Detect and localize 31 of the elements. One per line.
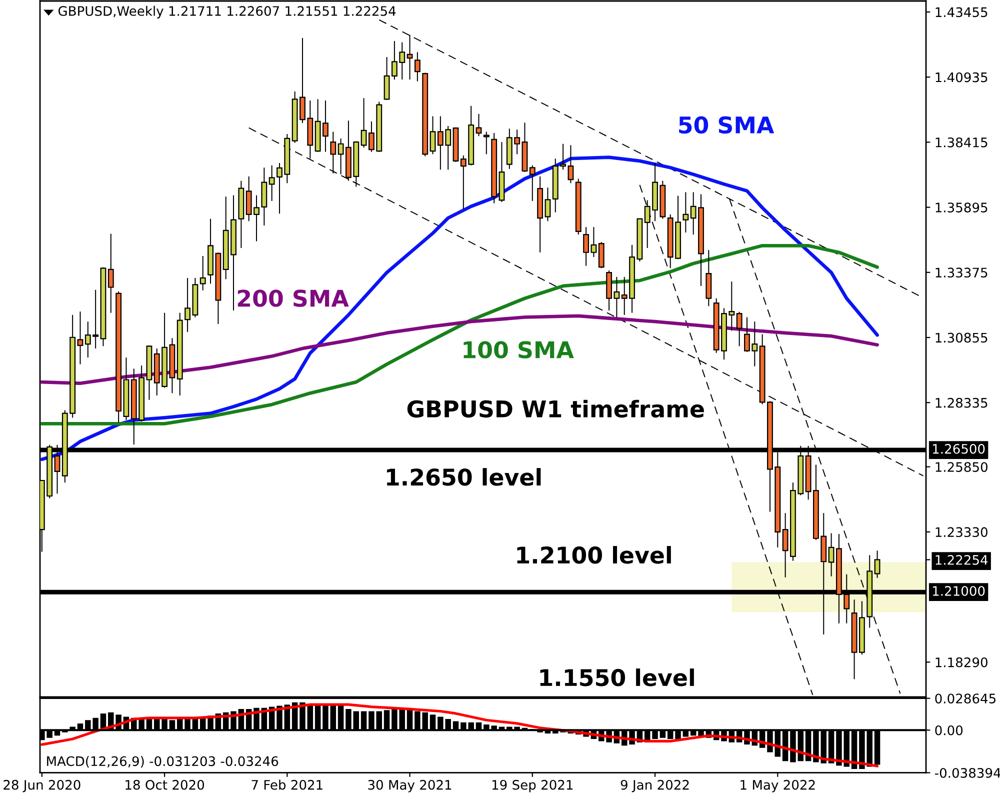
y-tick-label: 0.028645 [935, 694, 996, 704]
annotation: 1.1550 level [540, 668, 694, 686]
x-tick-label: 7 Feb 2021 [252, 780, 322, 790]
y-tick-label: 1.25850 [936, 462, 988, 472]
ref-line-label: 1.21000 [932, 586, 985, 596]
x-tick-label: 1 May 2022 [740, 780, 815, 792]
y-tick-label: 1.38415 [936, 137, 988, 148]
y-tick-label: 1.30855 [936, 332, 988, 343]
annotation: GBPUSD W1 timeframe [407, 400, 704, 418]
x-tick-label: 18 Oct 2020 [126, 780, 204, 790]
ref-line-label: 1.26500 [932, 444, 985, 454]
y-tick-label: 1.40935 [936, 72, 988, 82]
series-label: 200 SMA [238, 290, 349, 307]
y-tick-label: 1.23330 [936, 527, 988, 538]
annotation: 1.2100 level [517, 546, 671, 564]
chart-title: GBPUSD,Weekly 1.21711 1.22607 1.21551 1.22254 [58, 6, 396, 18]
y-tick-label: 1.22254 [936, 554, 988, 565]
text: MACD(12,26,9) -0.031203 -0.03246 [47, 756, 278, 768]
annotation: 1.2650 level [387, 468, 541, 486]
y-tick-label: 1.28335 [936, 398, 988, 408]
y-tick-label: 1.35895 [936, 202, 988, 212]
y-tick-label: 1.43455 [936, 7, 988, 18]
series-label: 100 SMA [464, 341, 574, 358]
x-tick-label: 30 May 2021 [368, 780, 452, 792]
y-tick-label: 1.18290 [936, 657, 988, 668]
x-tick-label: 19 Sep 2021 [492, 780, 573, 792]
x-tick-label: 9 Jan 2022 [620, 780, 689, 792]
y-tick-label: 1.33375 [936, 268, 988, 278]
y-tick-label: 0.00 [935, 725, 963, 736]
series-label: 50 SMA [679, 116, 774, 134]
x-tick-label: 28 Jun 2020 [4, 780, 80, 792]
